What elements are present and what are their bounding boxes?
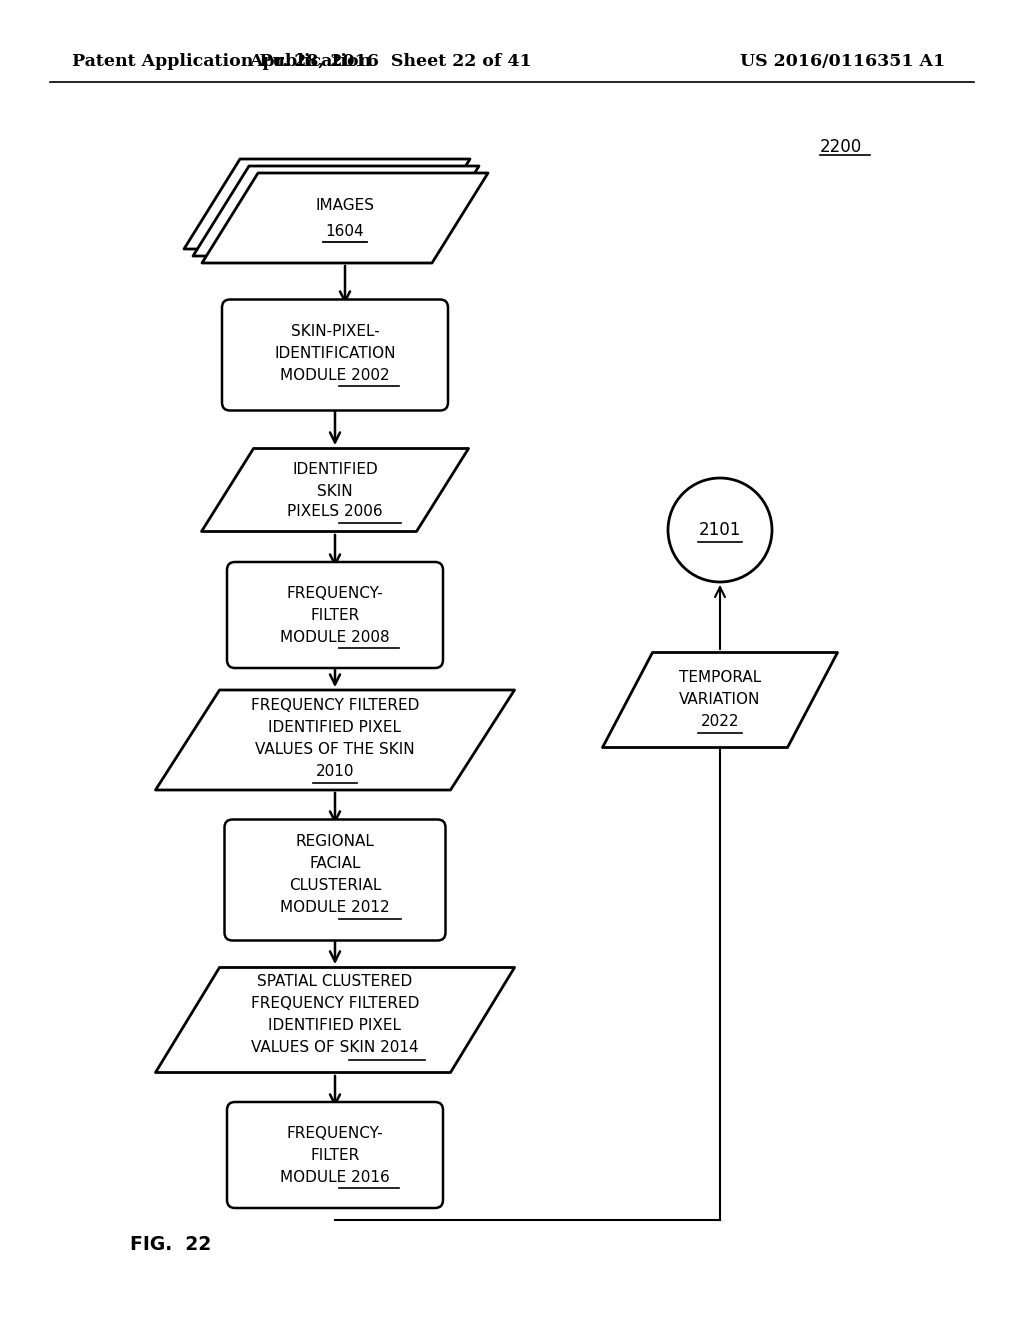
- Polygon shape: [156, 690, 514, 789]
- Polygon shape: [202, 449, 469, 532]
- Text: MODULE 2012: MODULE 2012: [281, 900, 390, 916]
- Polygon shape: [602, 652, 838, 747]
- Text: SKIN-PIXEL-: SKIN-PIXEL-: [291, 323, 379, 338]
- Text: MODULE 2008: MODULE 2008: [281, 630, 390, 644]
- Text: Apr. 28, 2016  Sheet 22 of 41: Apr. 28, 2016 Sheet 22 of 41: [249, 54, 531, 70]
- Text: FREQUENCY FILTERED: FREQUENCY FILTERED: [251, 697, 419, 713]
- Text: VALUES OF SKIN 2014: VALUES OF SKIN 2014: [251, 1040, 419, 1056]
- Text: US 2016/0116351 A1: US 2016/0116351 A1: [740, 54, 945, 70]
- Text: 1604: 1604: [326, 224, 365, 239]
- Text: CLUSTERIAL: CLUSTERIAL: [289, 879, 381, 894]
- Text: TEMPORAL: TEMPORAL: [679, 671, 761, 685]
- Text: VALUES OF THE SKIN: VALUES OF THE SKIN: [255, 742, 415, 756]
- Text: FREQUENCY-: FREQUENCY-: [287, 586, 383, 601]
- Text: SKIN: SKIN: [317, 483, 353, 499]
- Text: FILTER: FILTER: [310, 607, 359, 623]
- Text: IDENTIFIED: IDENTIFIED: [292, 462, 378, 478]
- Text: VARIATION: VARIATION: [679, 693, 761, 708]
- Polygon shape: [184, 158, 470, 249]
- Text: MODULE 2016: MODULE 2016: [281, 1170, 390, 1184]
- Text: FILTER: FILTER: [310, 1147, 359, 1163]
- Text: Patent Application Publication: Patent Application Publication: [72, 54, 372, 70]
- Text: 2022: 2022: [700, 714, 739, 730]
- Text: FREQUENCY-: FREQUENCY-: [287, 1126, 383, 1140]
- Text: MODULE 2002: MODULE 2002: [281, 367, 390, 383]
- Text: FACIAL: FACIAL: [309, 857, 360, 871]
- Text: REGIONAL: REGIONAL: [296, 834, 375, 850]
- Text: 2200: 2200: [820, 139, 862, 156]
- FancyBboxPatch shape: [224, 820, 445, 940]
- Text: SPATIAL CLUSTERED: SPATIAL CLUSTERED: [257, 974, 413, 990]
- Text: FREQUENCY FILTERED: FREQUENCY FILTERED: [251, 997, 419, 1011]
- Text: FIG.  22: FIG. 22: [130, 1236, 211, 1254]
- Text: IDENTIFIED PIXEL: IDENTIFIED PIXEL: [268, 1019, 401, 1034]
- FancyBboxPatch shape: [222, 300, 449, 411]
- Text: IMAGES: IMAGES: [315, 198, 375, 214]
- Polygon shape: [202, 173, 488, 263]
- FancyBboxPatch shape: [227, 1102, 443, 1208]
- Text: 2101: 2101: [698, 521, 741, 539]
- Text: PIXELS 2006: PIXELS 2006: [287, 504, 383, 520]
- FancyBboxPatch shape: [227, 562, 443, 668]
- Ellipse shape: [668, 478, 772, 582]
- Text: 2010: 2010: [315, 763, 354, 779]
- Text: IDENTIFICATION: IDENTIFICATION: [274, 346, 395, 360]
- Polygon shape: [156, 968, 514, 1072]
- Text: IDENTIFIED PIXEL: IDENTIFIED PIXEL: [268, 719, 401, 734]
- Polygon shape: [193, 166, 479, 256]
